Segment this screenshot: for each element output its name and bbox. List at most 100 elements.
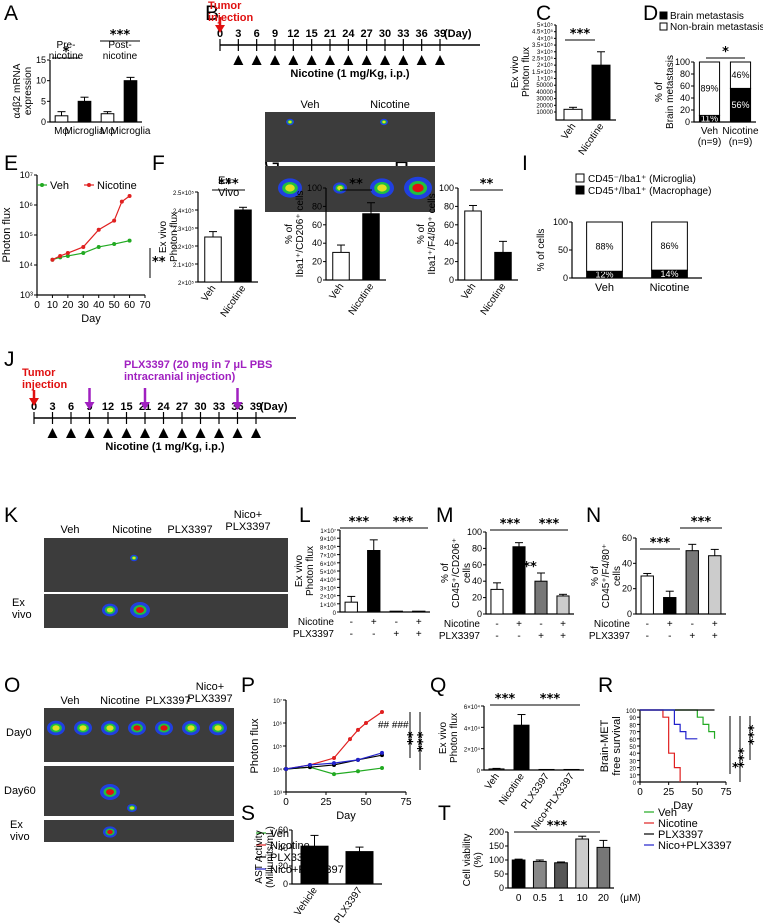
bar: [554, 862, 568, 889]
y-tick-label: 2.3×10⁵: [173, 226, 195, 233]
day-label: 24: [157, 401, 170, 413]
significance-label: **: [406, 731, 421, 745]
y-tick-label: 0: [563, 273, 568, 283]
data-point: [96, 227, 101, 232]
dose-arrowhead: [47, 428, 58, 438]
data-point: [332, 756, 336, 761]
row-label: Day0: [6, 727, 32, 739]
legend-label: Nicotine: [658, 818, 698, 830]
x-tick-label: 50: [109, 300, 121, 311]
x-category-label: Nicotine: [479, 281, 509, 317]
signal-blob: [132, 556, 136, 560]
chart-i: 0 50 100 % of cells 12% 88% 14% 86% Veh Nicotine C…: [536, 173, 711, 294]
y-tick-label: 10³: [273, 791, 282, 797]
dose-arrowhead: [435, 55, 445, 65]
dose-arrowhead: [325, 55, 335, 65]
series-line: [640, 709, 698, 740]
data-point: [127, 193, 132, 198]
series-line: [52, 240, 130, 261]
y-tick-label: 60: [278, 825, 288, 835]
x-tick-label: 0: [283, 797, 289, 808]
significance-label: **: [349, 177, 363, 192]
x-tick-label: 25: [663, 787, 675, 798]
group-label: Veh: [301, 99, 320, 111]
row-value: -: [495, 631, 498, 642]
row-label: Nicotine: [594, 619, 631, 630]
chart-d: 0 20 40 60 80 100% ofBrain metastasis 11% 89% 56…: [654, 11, 763, 148]
significance-label: ***: [393, 515, 414, 530]
y-tick-label: 20: [312, 257, 322, 267]
bar-data-label: 14%: [660, 269, 678, 279]
y-axis-label: % ofCD45⁺/F4/80⁺cells: [590, 544, 623, 608]
panel-letter-p: P: [241, 674, 255, 697]
y-tick-label: 0: [633, 781, 637, 787]
image-block-k: Veh Nicotine PLX3397 Nico+ PLX3397 Ex vivo: [12, 509, 288, 628]
bar: [556, 595, 570, 615]
signal-blob: [382, 120, 386, 124]
dose-arrowhead: [121, 428, 132, 438]
dose-arrowhead: [306, 55, 317, 65]
bar-data-label: 86%: [660, 241, 678, 251]
x-tick-label: 70: [139, 300, 151, 311]
day-label: 36: [416, 28, 428, 40]
plx-arrowhead: [84, 402, 95, 410]
day-label: 12: [287, 28, 299, 40]
row-value: +: [371, 617, 377, 628]
bar: [563, 108, 583, 121]
plx-arrowhead: [140, 402, 150, 410]
bar: [204, 236, 222, 283]
day-label: 6: [254, 28, 260, 40]
y-tick-label: 2.5×10⁵: [173, 190, 195, 197]
y-tick-label: 6×10⁴: [464, 704, 481, 711]
row-value: +: [560, 619, 566, 630]
row-label: PLX3397: [293, 629, 335, 640]
y-tick-label: 200: [489, 827, 504, 837]
x-tick-label: 60: [124, 300, 136, 311]
group-label: Nico+ PLX3397: [225, 509, 270, 533]
bar: [685, 550, 699, 615]
y-tick-label: 10³: [20, 290, 33, 300]
signal-blob: [79, 725, 87, 731]
group-label: PLX3397: [167, 524, 212, 536]
row-value: -: [350, 617, 353, 628]
y-tick-label: 20: [472, 593, 482, 603]
row-label: Nicotine: [298, 617, 335, 628]
y-tick-label: 0: [477, 609, 482, 619]
tumor-injection-label: Tumor injection: [22, 367, 68, 391]
signal-blob: [412, 183, 424, 193]
axes: [639, 710, 726, 783]
bar: [100, 113, 115, 123]
y-axis-label: % ofBrain metastasis: [654, 55, 676, 129]
axes: [483, 706, 584, 771]
y-tick-label: 100: [489, 855, 504, 865]
legend-label: CD45⁻/Iba1⁺ (Microglia): [588, 174, 696, 185]
day-label: 33: [213, 401, 225, 413]
row-value: -: [691, 619, 694, 630]
x-tick-label: 0: [34, 300, 40, 311]
y-tick-label: 100: [467, 527, 482, 537]
row-label: Ex vivo: [12, 597, 32, 621]
legend-marker: [87, 183, 91, 187]
stacked-bar-segment: [729, 61, 752, 89]
y-tick-label: 10⁵: [19, 230, 33, 240]
significance-label: ***: [540, 692, 561, 707]
y-tick-label: 15: [36, 55, 46, 65]
day-label: 39: [434, 28, 446, 40]
dose-arrowhead: [233, 55, 244, 65]
treatment-label: Nicotine (1 mg/Kg, i.p.): [290, 68, 410, 80]
bar: [234, 209, 252, 283]
row-value: -: [517, 631, 520, 642]
y-tick-label: 40: [278, 843, 288, 853]
y-tick-label: 60: [312, 220, 322, 230]
y-tick-label: 9×10⁶: [320, 536, 337, 543]
y-tick-label: 40: [629, 752, 636, 758]
bar-data-label: 46%: [731, 70, 749, 80]
data-point: [356, 757, 360, 762]
y-tick-label: 2.1×10⁵: [173, 262, 195, 269]
data-point: [50, 257, 55, 262]
row-value: +: [712, 619, 718, 630]
x-category-label: Mφ: [54, 126, 69, 137]
